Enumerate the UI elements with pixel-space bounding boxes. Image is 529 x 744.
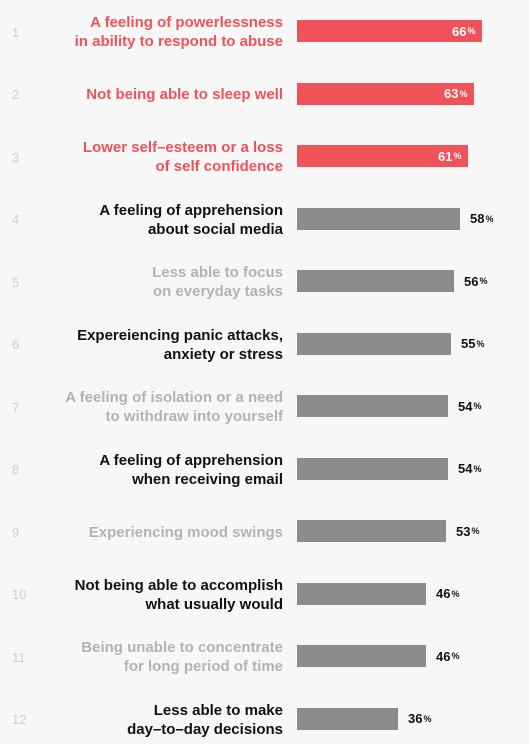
chart-row: 8 A feeling of apprehension when receiving… — [0, 446, 529, 494]
bar-value-label: 54% — [458, 398, 482, 414]
bar — [297, 395, 448, 417]
rank-number: 2 — [12, 87, 20, 102]
bar — [297, 145, 468, 167]
bar — [297, 582, 426, 605]
bar-value-label: 36% — [408, 711, 432, 726]
category-label-line: Less able to make — [153, 701, 283, 719]
rank-number: 6 — [12, 337, 20, 352]
bar-value-label: 46% — [436, 648, 460, 664]
bar — [297, 707, 398, 730]
category-label-line: in ability to respond to abuse — [74, 33, 283, 50]
rank-number: 3 — [12, 149, 20, 165]
category-label-line: Lower self–esteem or a loss — [82, 139, 283, 156]
category-label-line: Not being able to sleep well — [86, 86, 283, 103]
bar-value-label: 55% — [461, 336, 485, 351]
bar-value-label: 53% — [456, 523, 480, 539]
bar — [297, 332, 451, 355]
chart-row: 7 A feeling of isolation or a need to with… — [0, 383, 529, 431]
bar — [297, 207, 460, 230]
bar — [297, 20, 482, 42]
category-label-line: Less able to focus — [152, 264, 283, 281]
chart-row: 2 Not being able to sleep well 63% — [0, 71, 529, 119]
category-label: Experiencing mood swings — [33, 508, 283, 556]
rank-number: 5 — [12, 274, 20, 290]
category-label-line: of self confidence — [155, 158, 283, 175]
category-label-line: A feeling of isolation or a need — [65, 389, 283, 406]
category-label: Less able to make day–to–day decisions — [33, 696, 283, 744]
chart-row: 6 Expereiencing panic attacks, anxiety or … — [0, 321, 529, 369]
rank-number: 12 — [12, 712, 27, 727]
chart-row: 11 Being unable to concentrate for long pe… — [0, 633, 529, 681]
category-label-line: day–to–day decisions — [127, 720, 283, 738]
category-label-line: when receiving email — [132, 470, 283, 488]
category-label: Not being able to sleep well — [33, 71, 283, 119]
category-label: A feeling of apprehension when receiving … — [33, 446, 283, 494]
bar — [297, 270, 454, 292]
category-label-line: A feeling of powerlessness — [90, 14, 283, 31]
bar-value-label: 66% — [452, 23, 476, 39]
bar — [297, 520, 446, 542]
category-label-line: anxiety or stress — [163, 345, 283, 363]
category-label-line: on everyday tasks — [152, 283, 283, 300]
rank-number: 8 — [12, 462, 20, 477]
bar-chart: 1 A feeling of powerlessness in ability to… — [0, 8, 529, 738]
category-label: Lower self–esteem or a loss of self confi… — [33, 133, 283, 181]
bar-value-label: 58% — [470, 211, 494, 226]
bar — [297, 82, 474, 105]
category-label: A feeling of isolation or a need to withd… — [33, 383, 283, 431]
chart-row: 12 Less able to make day–to–day decisions 3… — [0, 696, 529, 744]
bar-value-label: 63% — [444, 86, 468, 101]
category-label: Not being able to accomplish what usually… — [33, 571, 283, 619]
chart-row: 10 Not being able to accomplish what usual… — [0, 571, 529, 619]
category-label: Being unable to concentrate for long peri… — [33, 633, 283, 681]
category-label-line: to withdraw into yourself — [105, 408, 283, 425]
category-label-line: about social media — [147, 220, 283, 238]
rank-number: 9 — [12, 524, 20, 540]
chart-row: 9 Experiencing mood swings 53% — [0, 508, 529, 556]
category-label-line: what usually would — [145, 595, 283, 613]
bar — [297, 645, 426, 667]
rank-number: 1 — [12, 24, 20, 40]
chart-row: 5 Less able to focus on everyday tasks 56% — [0, 258, 529, 306]
bar-value-label: 54% — [458, 461, 482, 476]
bar-value-label: 61% — [438, 148, 462, 164]
chart-row: 3 Lower self–esteem or a loss of self conf… — [0, 133, 529, 181]
category-label-line: Being unable to concentrate — [81, 639, 283, 656]
bar-value-label: 56% — [464, 273, 488, 289]
category-label-line: A feeling of apprehension — [99, 451, 283, 469]
category-label-line: Not being able to accomplish — [74, 576, 283, 594]
category-label-line: Expereiencing panic attacks, — [77, 326, 283, 344]
chart-row: 4 A feeling of apprehension about social m… — [0, 196, 529, 244]
bar-value-label: 46% — [436, 586, 460, 601]
bar — [297, 457, 448, 480]
category-label: Less able to focus on everyday tasks — [33, 258, 283, 306]
category-label: A feeling of apprehension about social me… — [33, 196, 283, 244]
rank-number: 7 — [12, 399, 20, 415]
category-label-line: Experiencing mood swings — [88, 523, 283, 541]
category-label-line: for long period of time — [123, 658, 283, 675]
chart-row: 1 A feeling of powerlessness in ability to… — [0, 8, 529, 56]
category-label: A feeling of powerlessness in ability to … — [33, 8, 283, 56]
rank-number: 11 — [12, 649, 26, 665]
rank-number: 10 — [12, 587, 27, 602]
category-label-line: A feeling of apprehension — [99, 201, 283, 219]
rank-number: 4 — [12, 212, 20, 227]
category-label: Expereiencing panic attacks, anxiety or s… — [33, 321, 283, 369]
